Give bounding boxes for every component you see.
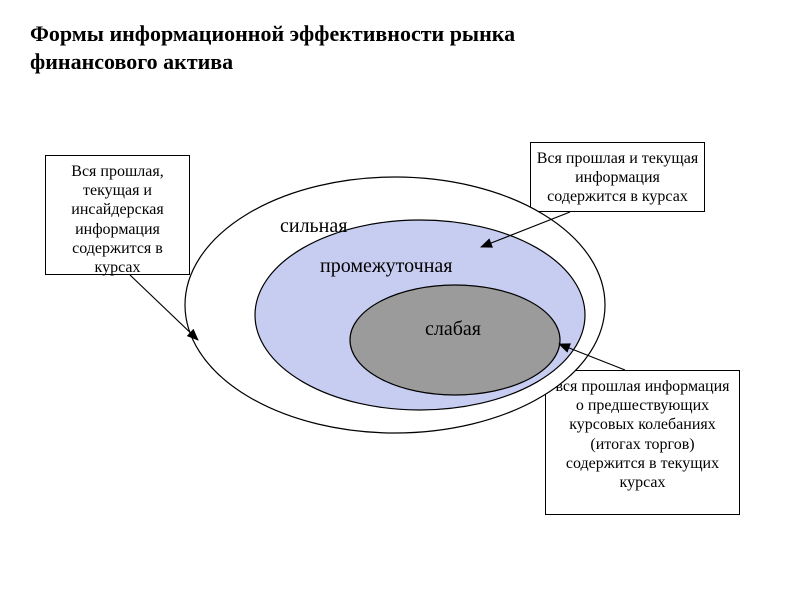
diagram-svg: сильная промежуточная слабая — [0, 0, 800, 600]
label-semi: промежуточная — [320, 255, 452, 277]
ellipse-weak — [350, 285, 560, 395]
label-strong: сильная — [280, 215, 347, 237]
label-weak: слабая — [425, 318, 481, 340]
page: Формы информационной эффективности рынка… — [0, 0, 800, 600]
